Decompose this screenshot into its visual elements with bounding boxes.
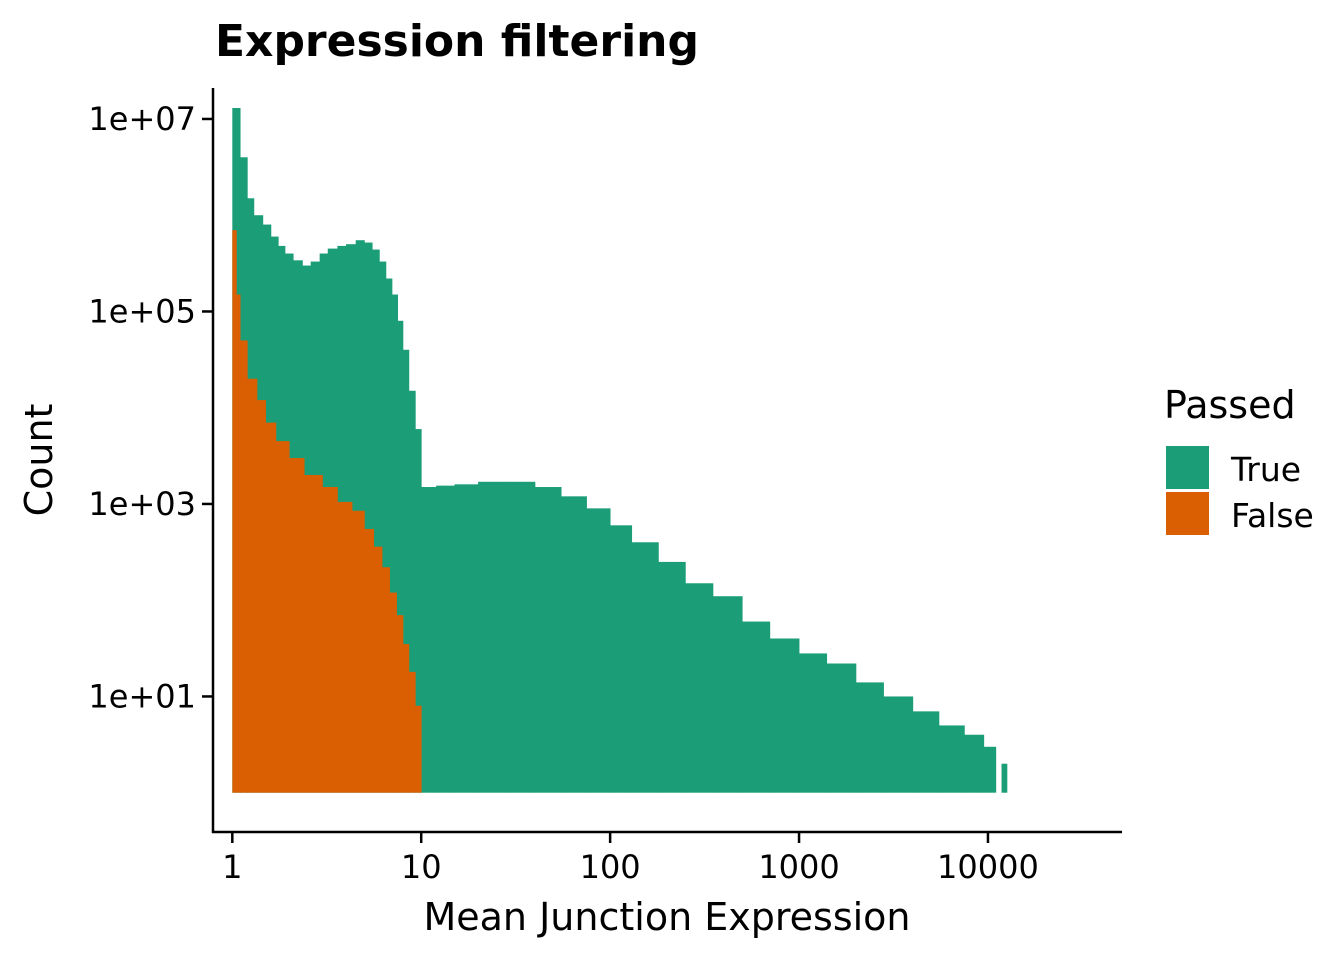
bar-true-24: [415, 429, 422, 793]
bar-false-0: [232, 230, 237, 793]
legend-title: Passed: [1164, 383, 1296, 427]
bar-false-17: [402, 644, 410, 793]
bar-false-3: [247, 378, 258, 793]
y-axis-title: Count: [17, 404, 61, 517]
bar-true-37: [712, 596, 743, 793]
x-axis-title: Mean Junction Expression: [423, 895, 910, 939]
bar-true-46: [964, 734, 985, 793]
x-tick-label: 10000: [937, 848, 1039, 886]
bar-true-30: [534, 487, 562, 793]
bar-false-18: [408, 671, 416, 793]
bar-true-33: [610, 525, 633, 793]
legend: Passed True False: [1164, 383, 1314, 535]
y-tick-label: 1e+05: [88, 292, 196, 330]
bar-false-2: [240, 340, 248, 793]
series-false-bars: [232, 230, 422, 793]
bar-true-47: [983, 746, 997, 793]
bar-true-42: [855, 682, 884, 793]
bar-false-8: [304, 474, 323, 793]
chart-title: Expression filtering: [215, 16, 699, 67]
y-tick-label: 1e+03: [88, 485, 196, 523]
bar-true-43: [883, 696, 914, 793]
x-tick-label: 10: [401, 848, 442, 886]
bar-true-21: [397, 320, 404, 793]
y-tick-label: 1e+01: [88, 677, 196, 715]
bar-true-23: [408, 390, 416, 793]
x-axis-ticks: 1 10 100 1000 10000: [222, 832, 1039, 886]
bar-true-29: [511, 481, 536, 793]
bar-true-26: [436, 485, 455, 793]
bar-true-36: [685, 583, 714, 793]
bar-true-18: [379, 261, 387, 793]
bar-true-40: [799, 653, 828, 793]
bar-true-20: [391, 294, 399, 793]
bar-false-1: [236, 294, 241, 793]
bar-false-13: [373, 546, 383, 793]
bar-true-39: [769, 638, 800, 793]
bar-true-19: [385, 278, 393, 793]
x-tick-label: 1: [222, 848, 242, 886]
bar-true-44: [912, 711, 940, 793]
bar-true-48: [1001, 763, 1008, 793]
bar-true-16: [364, 242, 373, 793]
y-tick-label: 1e+07: [88, 100, 196, 138]
legend-label-true: True: [1230, 450, 1301, 489]
bar-false-14: [382, 567, 390, 793]
bar-false-4: [256, 400, 266, 793]
bar-true-25: [421, 487, 437, 793]
y-axis-ticks: 1e+01 1e+03 1e+05 1e+07: [88, 100, 213, 715]
bar-true-34: [631, 542, 659, 793]
bar-false-10: [337, 501, 353, 793]
bar-false-6: [275, 441, 290, 793]
x-tick-label: 100: [580, 848, 641, 886]
bar-true-28: [478, 481, 512, 793]
bar-false-11: [351, 510, 365, 793]
bar-true-45: [938, 725, 965, 793]
bar-false-19: [415, 705, 422, 793]
bar-true-32: [586, 508, 611, 793]
bar-true-27: [454, 484, 479, 793]
bar-false-15: [389, 592, 397, 793]
bar-true-22: [402, 349, 410, 793]
bar-false-16: [396, 615, 404, 793]
x-tick-label: 1000: [758, 848, 839, 886]
legend-label-false: False: [1231, 496, 1314, 535]
bar-true-31: [561, 496, 587, 793]
bar-false-7: [289, 458, 305, 793]
bar-true-38: [742, 621, 771, 793]
bar-true-41: [826, 663, 857, 793]
legend-key-true: [1166, 446, 1209, 489]
bar-true-17: [372, 249, 380, 793]
bar-true-35: [658, 561, 686, 793]
legend-key-false: [1166, 492, 1209, 535]
bar-false-5: [265, 422, 277, 793]
bar-false-12: [364, 528, 375, 793]
bar-false-9: [322, 487, 338, 793]
